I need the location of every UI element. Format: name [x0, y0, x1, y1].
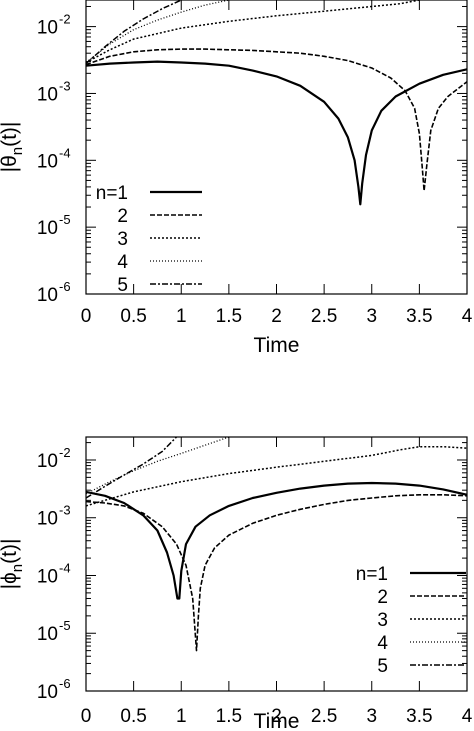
plot-area — [86, 437, 467, 652]
x-tick-label: 4 — [462, 306, 473, 327]
y-axis-title: |ϕn(t)| — [0, 539, 26, 590]
legend-label: 5 — [377, 656, 388, 677]
x-tick-label: 1 — [176, 706, 187, 727]
x-tick-label: 2 — [271, 306, 282, 327]
series-line-1 — [86, 60, 467, 206]
y-tick-exponent: -3 — [59, 503, 71, 518]
y-tick-exponent: -2 — [59, 12, 71, 27]
x-tick-label: 2 — [271, 706, 282, 727]
y-tick-label: 10 — [37, 218, 58, 239]
x-tick-label: 4 — [462, 706, 473, 727]
y-tick-exponent: -5 — [59, 212, 71, 227]
y-tick-label: 10 — [37, 151, 58, 172]
series-line-5 — [86, 0, 182, 65]
y-tick-exponent: -5 — [59, 618, 71, 633]
y-tick-label: 10 — [37, 18, 58, 39]
x-axis-title: Time — [254, 710, 300, 731]
y-tick-label: 10 — [37, 451, 58, 472]
series-line-3 — [86, 0, 420, 64]
y-tick-exponent: -6 — [59, 279, 71, 294]
x-tick-label: 2.5 — [311, 306, 337, 327]
y-tick-exponent: -4 — [59, 560, 71, 575]
y-tick-exponent: -3 — [59, 78, 71, 93]
legend-label: n=1 — [356, 564, 388, 585]
y-axis-title: |θn(t)| — [0, 122, 26, 173]
legend-label: 3 — [117, 229, 128, 250]
x-tick-label: 3 — [366, 706, 377, 727]
x-tick-label: 1.5 — [216, 706, 242, 727]
y-tick-exponent: -6 — [59, 676, 71, 691]
y-tick-label: 10 — [37, 84, 58, 105]
y-tick-label: 10 — [37, 682, 58, 703]
y-tick-label: 10 — [37, 566, 58, 587]
y-tick-label: 10 — [37, 624, 58, 645]
x-tick-label: 1.5 — [216, 306, 242, 327]
x-tick-label: 0.5 — [120, 706, 146, 727]
x-axis-title: Time — [254, 334, 300, 357]
series-line-2 — [86, 48, 467, 192]
y-tick-exponent: -2 — [59, 445, 71, 460]
series-line-1 — [86, 481, 467, 600]
y-tick-label: 10 — [37, 285, 58, 306]
x-tick-label: 0.5 — [120, 306, 146, 327]
legend-label: 4 — [377, 633, 388, 654]
y-tick-label: 10 — [37, 509, 58, 530]
legend-label: 2 — [117, 206, 128, 227]
series-line-4 — [86, 437, 230, 495]
x-tick-label: 3.5 — [406, 306, 432, 327]
series-line-4 — [86, 0, 230, 64]
x-tick-label: 0 — [81, 306, 92, 327]
x-tick-label: 1 — [176, 306, 187, 327]
legend-label: 3 — [377, 610, 388, 631]
x-tick-label: 2.5 — [311, 706, 337, 727]
legend-label: 4 — [117, 252, 128, 273]
x-tick-label: 3 — [366, 306, 377, 327]
plot-area — [86, 0, 467, 206]
series-line-5 — [86, 437, 178, 499]
chart-phi: 10 -610 -510 -410 -310 -20 0.5 1 1.5 2 2.5 3 3.5 4Tim… — [0, 436, 473, 731]
legend-label: 5 — [117, 275, 128, 296]
legend-label: n=1 — [96, 183, 128, 204]
chart-theta: 10 -610 -510 -410 -310 -20 0.5 1 1.5 2 2.5 3 3.5 4Tim… — [0, 0, 473, 357]
x-tick-label: 3.5 — [406, 706, 432, 727]
plot-frame — [85, 0, 468, 295]
legend-label: 2 — [377, 587, 388, 608]
plot-frame — [85, 436, 468, 692]
series-line-2 — [86, 494, 467, 652]
series-line-3 — [86, 445, 467, 507]
y-tick-exponent: -4 — [59, 145, 71, 160]
x-tick-label: 0 — [81, 706, 92, 727]
